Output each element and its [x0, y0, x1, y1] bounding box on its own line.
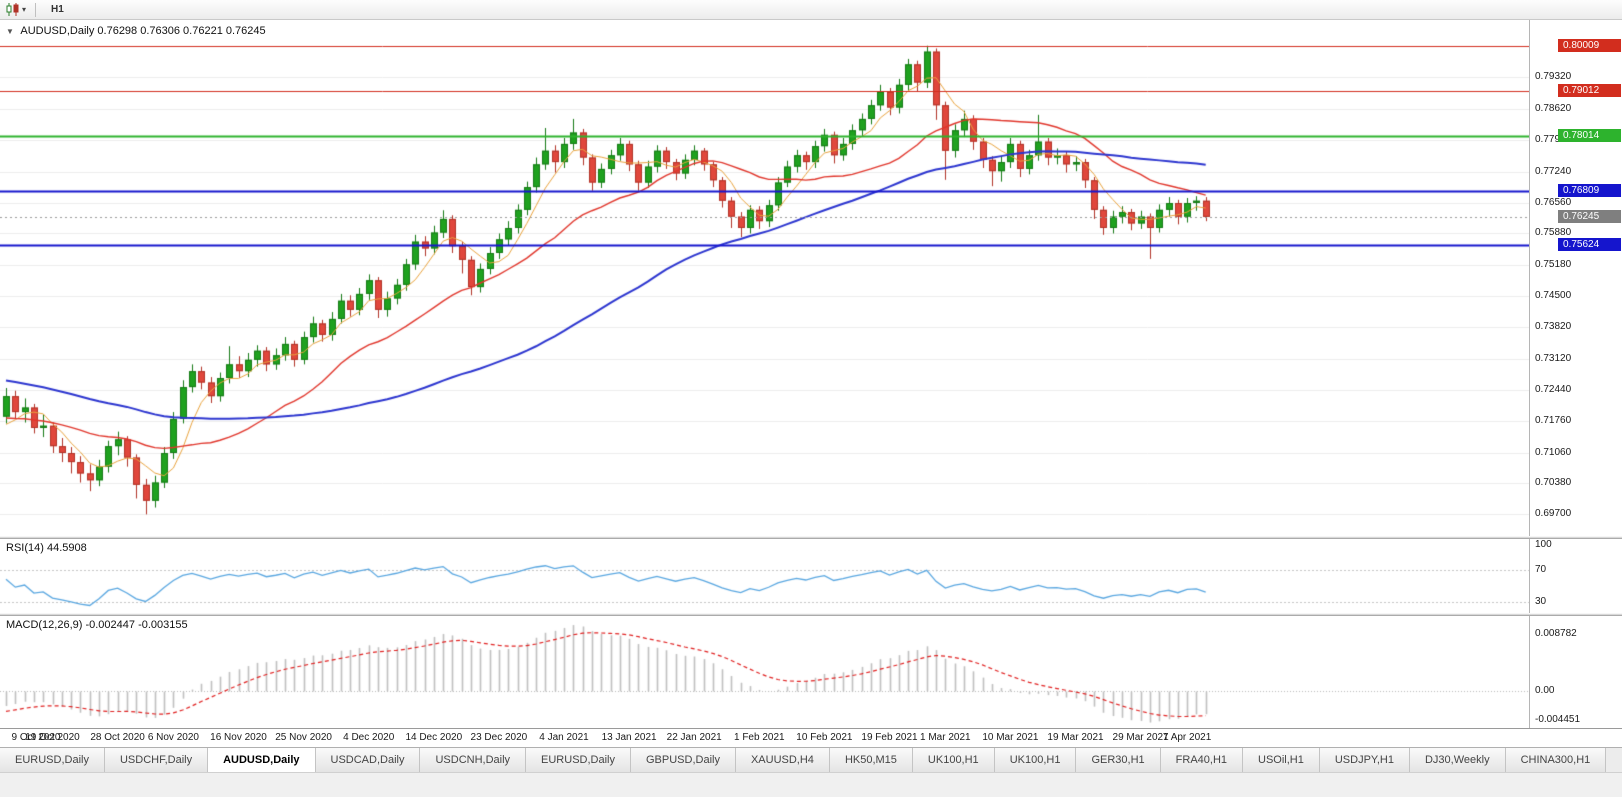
chart-tab-usoil-h1[interactable]: USOil,H1 — [1243, 748, 1320, 772]
macd-panel: MACD(12,26,9) -0.002447 -0.003155 0.0087… — [0, 616, 1622, 728]
macd-axis-label: 0.008782 — [1535, 627, 1577, 639]
macd-axis-label: -0.004451 — [1535, 714, 1581, 726]
date-axis-label: 22 Jan 2021 — [666, 732, 722, 743]
price-axis-label: 0.72440 — [1535, 383, 1572, 395]
date-axis-label: 4 Jan 2021 — [539, 732, 589, 743]
chart-tab-usdchf-daily[interactable]: USDCHF,Daily — [104, 748, 209, 772]
chart-tab-audusd-daily[interactable]: AUDUSD,Daily — [208, 748, 316, 772]
date-axis-label: 29 Mar 2021 — [1112, 732, 1169, 743]
chart-tab-gbpusd-daily[interactable]: GBPUSD,Daily — [631, 748, 736, 772]
date-axis-label: 13 Jan 2021 — [601, 732, 657, 743]
toolbar: ▾ M1M5M15M30H1H4D1W1MN — [0, 0, 1622, 83]
price-axis-label: 0.71760 — [1535, 414, 1572, 426]
chart-tab-bar: EURUSD,Daily USDCHF,Daily AUDUSD,Daily USDC… — [0, 747, 1622, 772]
date-axis-label: 19 Feb 2021 — [861, 732, 918, 743]
rsi-indicator-label: RSI(14) 44.5908 — [6, 542, 87, 554]
rsi-axis-label: 70 — [1535, 563, 1547, 575]
panel-splitter-macd[interactable] — [0, 613, 1622, 616]
price-line-badge: 0.79012 — [1558, 84, 1621, 98]
status-bar — [0, 772, 1622, 797]
date-axis-label: 7 Apr 2021 — [1162, 732, 1212, 743]
panel-splitter-rsi[interactable] — [0, 536, 1622, 539]
date-axis-label: 23 Dec 2020 — [470, 732, 528, 743]
chart-tab-dj30-weekly[interactable]: DJ30,Weekly — [1409, 748, 1506, 772]
main-chart-panel: ▼ AUDUSD,Daily 0.76298 0.76306 0.76221 0… — [0, 20, 1622, 536]
price-axis-label: 0.71060 — [1535, 446, 1572, 458]
chart-tab-usdcnh-daily[interactable]: USDCNH,Daily — [420, 748, 527, 772]
rsi-canvas[interactable] — [0, 539, 1530, 613]
date-axis-label: 25 Nov 2020 — [275, 732, 332, 743]
price-axis-label: 0.76560 — [1535, 196, 1572, 208]
macd-canvas[interactable] — [0, 616, 1530, 728]
chart-tab-eurusd-daily[interactable]: EURUSD,Daily — [526, 748, 631, 772]
price-axis-label: 0.79320 — [1535, 71, 1572, 83]
date-axis-label: 16 Nov 2020 — [210, 732, 267, 743]
date-axis[interactable]: 9 Oct 2020 19 Oct 2020 28 Oct 2020 6 Nov 20… — [0, 728, 1622, 747]
price-axis-label: 0.74500 — [1535, 290, 1572, 302]
chart-tab-china300-h1[interactable]: CHINA300,H1 — [1505, 748, 1607, 772]
date-axis-label: 19 Oct 2020 — [25, 732, 80, 743]
toolbar-separator — [35, 2, 37, 17]
macd-axis-label: 0.00 — [1535, 685, 1555, 697]
date-axis-label: 1 Feb 2021 — [733, 732, 785, 743]
chart-tab-usdcad-daily[interactable]: USDCAD,Daily — [315, 748, 421, 772]
chart-ohlc-values: 0.76298 0.76306 0.76221 0.76245 — [97, 25, 266, 37]
collapse-arrow-icon[interactable]: ▼ — [6, 27, 14, 36]
chart-tab-usdjpy-h1[interactable]: USDJPY,H1 — [1319, 748, 1410, 772]
rsi-panel: RSI(14) 44.5908 100 70 30 — [0, 539, 1622, 613]
timeframe-button-h1[interactable]: H1 — [51, 4, 64, 15]
date-axis-label: 10 Feb 2021 — [796, 732, 853, 743]
rsi-axis: 100 70 30 — [1529, 539, 1622, 613]
chart-tab-uk100-h1[interactable]: UK100,H1 — [994, 748, 1077, 772]
date-axis-label: 14 Dec 2020 — [405, 732, 463, 743]
current-price-badge: 0.76245 — [1558, 209, 1621, 223]
main-chart-canvas[interactable] — [0, 20, 1530, 536]
date-axis-label: 28 Oct 2020 — [90, 732, 145, 743]
chart-symbol-period: AUDUSD,Daily — [20, 25, 95, 37]
chart-tab-ger30-h1[interactable]: GER30,H1 — [1076, 748, 1161, 772]
date-axis-label: 9 Oct 2020 — [11, 732, 61, 743]
price-axis-label: 0.73120 — [1535, 352, 1572, 364]
price-axis-label: 0.69700 — [1535, 508, 1572, 520]
macd-axis: 0.008782 0.00 -0.004451 — [1529, 616, 1622, 728]
price-axis-label: 0.77240 — [1535, 165, 1572, 177]
chart-title: ▼ AUDUSD,Daily 0.76298 0.76306 0.76221 0… — [6, 25, 266, 37]
date-axis-label: 19 Mar 2021 — [1047, 732, 1104, 743]
price-axis-label: 0.75880 — [1535, 227, 1572, 239]
date-axis-label: 1 Mar 2021 — [920, 732, 971, 743]
price-axis-label: 0.75180 — [1535, 259, 1572, 271]
price-line-badge: 0.75624 — [1558, 238, 1621, 252]
chart-tab-eurusd-daily[interactable]: EURUSD,Daily — [0, 748, 105, 772]
price-line-badge: 0.76809 — [1558, 184, 1621, 198]
candlestick-chart-icon[interactable] — [4, 2, 22, 18]
chart-tab-hk50-m15[interactable]: HK50,M15 — [829, 748, 913, 772]
price-axis-label: 0.73820 — [1535, 321, 1572, 333]
price-line-badge: 0.78014 — [1558, 129, 1621, 143]
price-axis-label: 0.77940 — [1535, 133, 1572, 145]
price-axis[interactable]: 0.79320 0.78620 0.77940 0.77240 0.76560 0.758… — [1529, 20, 1622, 536]
date-axis-label: 4 Dec 2020 — [343, 732, 395, 743]
macd-indicator-label: MACD(12,26,9) -0.002447 -0.003155 — [6, 619, 188, 631]
chart-tab-fra40-h1[interactable]: FRA40,H1 — [1160, 748, 1244, 772]
chart-menu-caret-icon[interactable]: ▾ — [22, 5, 27, 14]
chart-tab-xauusd-h4[interactable]: XAUUSD,H4 — [735, 748, 830, 772]
rsi-axis-label: 100 — [1535, 539, 1552, 551]
price-line-badge: 0.80009 — [1558, 38, 1621, 52]
rsi-axis-label: 30 — [1535, 595, 1547, 607]
date-axis-label: 6 Nov 2020 — [147, 732, 199, 743]
price-axis-label: 0.78620 — [1535, 102, 1572, 114]
date-axis-label: 10 Mar 2021 — [982, 732, 1039, 743]
price-axis-label: 0.70380 — [1535, 477, 1572, 489]
chart-tab-uk100-h1[interactable]: UK100,H1 — [912, 748, 995, 772]
